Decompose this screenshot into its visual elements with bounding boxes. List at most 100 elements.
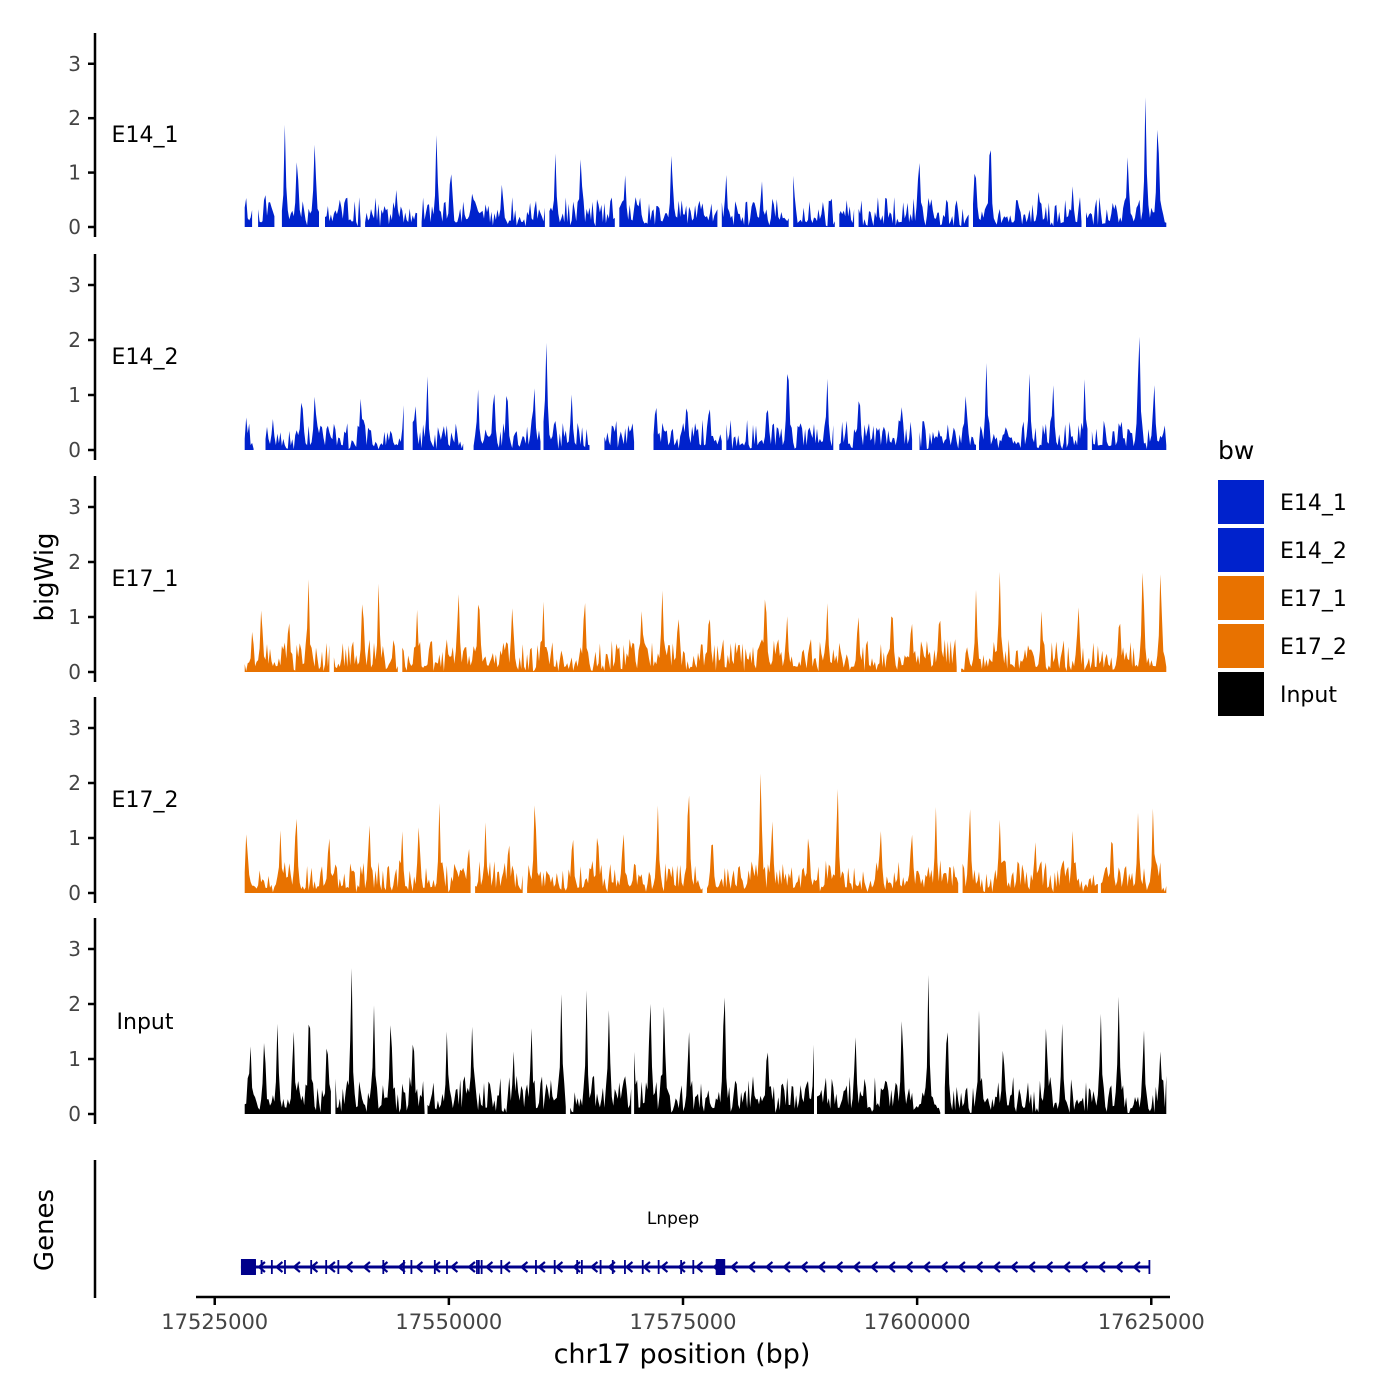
legend-key-input [1218,672,1264,716]
signal-area-input [244,968,1167,1114]
genes-axis-title: Genes [30,1189,60,1271]
gene-thick-block [240,1259,256,1275]
legend-title: bw [1218,436,1254,465]
y-tick-label: 0 [68,1102,81,1126]
strand-arrow-icon [817,1261,826,1273]
strand-arrow-icon [887,1261,896,1273]
signal-area-e14-2 [244,336,1167,450]
strand-arrow-icon [414,1261,424,1273]
y-tick-label: 1 [68,605,81,629]
track-panel-e14-1: 0 1 2 3 [68,33,1167,239]
y-tick-label: 3 [68,52,81,76]
strand-arrow-icon [904,1261,914,1273]
strand-arrow-icon [484,1261,494,1273]
y-tick-label: 2 [68,550,81,574]
strand-arrow-icon [957,1261,966,1273]
y-tick-label: 2 [68,106,81,130]
strand-arrow-icon [747,1261,756,1273]
strand-arrow-icon [1097,1261,1106,1273]
y-tick-label: 1 [68,826,81,850]
strand-arrow-icon [764,1261,774,1273]
signal-area-e17-2 [244,773,1167,893]
legend-label-input: Input [1280,683,1337,708]
strand-arrow-icon [852,1261,861,1273]
legend-label-e17-2: E17_2 [1280,635,1347,660]
y-tick-label: 0 [68,660,81,684]
strand-arrow-icon [939,1261,949,1273]
strand-arrow-icon [257,1261,266,1273]
y-tick-label: 2 [68,992,81,1016]
y-tick-label: 0 [68,215,81,239]
legend-key-e14-2 [1218,528,1264,572]
strand-arrow-icon [362,1261,371,1273]
gene-label: Lnpep [647,1209,699,1229]
signal-area-e17-1 [244,571,1167,672]
strand-arrow-icon [624,1261,634,1273]
strand-arrow-icon [1132,1261,1141,1273]
y-tick-label: 1 [68,161,81,185]
y-tick-label: 3 [68,937,81,961]
x-tick-label: 17525000 [161,1310,268,1334]
y-tick-label: 0 [68,881,81,905]
strand-arrow-icon [992,1261,1001,1273]
legend-label-e14-2: E14_2 [1280,539,1347,564]
strand-arrow-icon [694,1261,704,1273]
x-tick-label: 17625000 [1098,1310,1205,1334]
strand-arrow-icon [274,1261,284,1273]
x-axis: 17525000 17550000 17575000 17600000 17625000 [161,1295,1205,1334]
strand-arrow-icon [344,1261,354,1273]
y-axis-title: bigWig [30,532,60,621]
strand-arrow-icon [554,1261,564,1273]
strand-arrow-icon [922,1261,931,1273]
signal-area-e14-1 [244,97,1167,227]
strand-arrow-icon [589,1261,599,1273]
track-panel-e14-2: 0 1 2 3 [68,254,1167,462]
legend: bw E14_1 E14_2 E17_1 E17_2 Input [1218,436,1347,716]
strand-arrow-icon [729,1261,739,1273]
strand-arrow-icon [799,1261,809,1273]
track-panel-e17-2: 0 1 2 3 [68,697,1167,905]
strand-arrow-icon [379,1261,389,1273]
strand-arrow-icon [537,1261,546,1273]
track-label-e14-1: E14_1 [112,123,179,148]
strand-arrow-icon [782,1261,791,1273]
track-label-e17-2: E17_2 [112,788,179,813]
x-tick-label: 17575000 [630,1310,737,1334]
strand-arrow-icon [869,1261,879,1273]
strand-arrow-icon [659,1261,669,1273]
legend-key-e14-1 [1218,480,1264,524]
strand-arrow-icon [449,1261,459,1273]
y-tick-label: 3 [68,716,81,740]
strand-arrow-icon [397,1261,406,1273]
strand-arrow-icon [677,1261,686,1273]
y-tick-label: 3 [68,495,81,519]
track-label-input: Input [117,1010,174,1035]
track-panel-e17-1: 0 1 2 3 [68,476,1167,684]
genes-panel [93,1160,1151,1298]
y-tick-label: 1 [68,1047,81,1071]
strand-arrow-icon [1027,1261,1036,1273]
track-panel-input: 0 1 2 3 [68,918,1167,1126]
legend-label-e14-1: E14_1 [1280,491,1347,516]
strand-arrow-icon [1079,1261,1089,1273]
strand-arrow-icon [974,1261,984,1273]
strand-arrow-icon [1009,1261,1019,1273]
track-label-e14-2: E14_2 [112,345,179,370]
y-tick-label: 1 [68,383,81,407]
strand-arrow-icon [642,1261,651,1273]
legend-label-e17-1: E17_1 [1280,587,1347,612]
y-tick-label: 3 [68,273,81,297]
y-tick-label: 2 [68,771,81,795]
strand-arrow-icon [1062,1261,1071,1273]
strand-arrow-icon [834,1261,844,1273]
x-tick-label: 17600000 [864,1310,971,1334]
strand-arrow-icon [1044,1261,1054,1273]
track-label-e17-1: E17_1 [112,567,179,592]
strand-arrow-icon [327,1261,336,1273]
gene-thick-block [715,1259,726,1275]
x-axis-title: chr17 position (bp) [554,1339,811,1370]
legend-key-e17-1 [1218,576,1264,620]
legend-key-e17-2 [1218,624,1264,668]
y-tick-label: 2 [68,328,81,352]
